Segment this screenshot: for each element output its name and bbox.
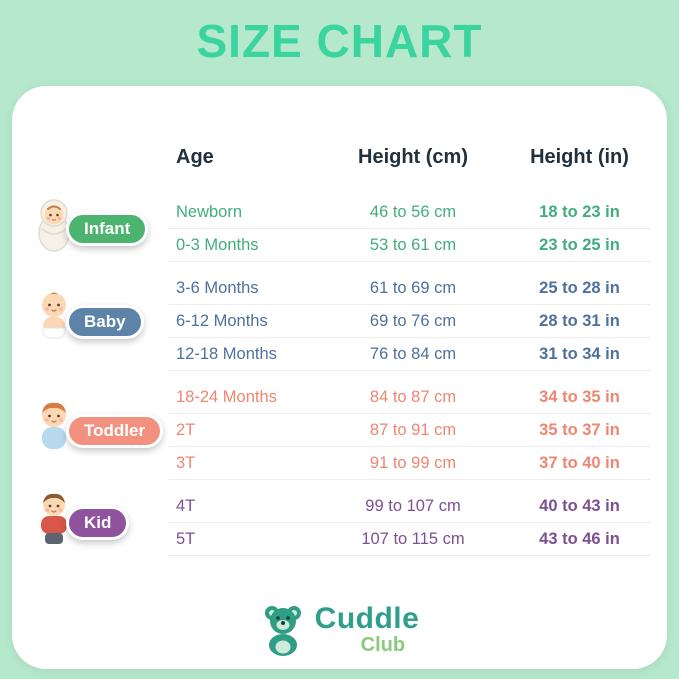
table-row: 12-18 Months 76 to 84 cm 31 to 34 in	[168, 338, 651, 371]
group-rows-toddler: 18-24 Months 84 to 87 cm 34 to 35 in 2T …	[168, 381, 651, 480]
height-in-cell: 35 to 37 in	[539, 420, 620, 439]
height-in-cell: 31 to 34 in	[539, 344, 620, 363]
table-row: Newborn 46 to 56 cm 18 to 23 in	[168, 196, 651, 229]
height-cm-cell: 84 to 87 cm	[369, 387, 457, 406]
age-cell: 3-6 Months	[176, 278, 259, 297]
age-cell: 2T	[176, 420, 196, 439]
age-cell: 12-18 Months	[176, 344, 277, 363]
height-in-cell: 43 to 46 in	[539, 529, 620, 548]
group-rows-infant: Newborn 46 to 56 cm 18 to 23 in 0-3 Mont…	[168, 196, 651, 262]
height-in-cell: 25 to 28 in	[539, 278, 620, 297]
kid-illustration	[41, 493, 67, 544]
height-in-cell: 28 to 31 in	[539, 311, 620, 330]
height-cm-cell: 87 to 91 cm	[369, 420, 457, 439]
age-cell: 18-24 Months	[176, 387, 277, 406]
height-in-cell: 40 to 43 in	[539, 496, 620, 515]
table-row: 2T 87 to 91 cm 35 to 37 in	[168, 414, 651, 447]
category-badge-baby: Baby	[66, 304, 144, 339]
height-cm-cell: 53 to 61 cm	[369, 235, 457, 254]
category-kid: Kid	[28, 493, 168, 551]
age-cell: 6-12 Months	[176, 311, 268, 330]
table-row: 3T 91 to 99 cm 37 to 40 in	[168, 447, 651, 480]
column-header-height-cm: Height (cm)	[358, 146, 468, 168]
brand-name: Cuddle	[314, 602, 420, 635]
brand-logo: Cuddle Club	[12, 602, 667, 657]
size-chart-table: Age Height (cm) Height (in)	[28, 146, 651, 566]
group-rows-kid: 4T 99 to 107 cm 40 to 43 in 5T 107 to 11…	[168, 490, 651, 556]
brand-subname: Club	[360, 634, 406, 656]
age-cell: 5T	[176, 529, 196, 548]
column-header-height-in: Height (in)	[530, 146, 629, 168]
category-infant: Infant	[28, 199, 168, 257]
category-badge-infant: Infant	[66, 212, 149, 246]
height-cm-cell: 99 to 107 cm	[365, 496, 461, 515]
table-row: 5T 107 to 115 cm 43 to 46 in	[168, 523, 651, 556]
height-cm-cell: 46 to 56 cm	[369, 202, 457, 221]
category-baby: Baby	[28, 292, 168, 350]
height-cm-cell: 69 to 76 cm	[369, 311, 457, 330]
height-in-cell: 37 to 40 in	[539, 453, 620, 472]
table-row: 3-6 Months 61 to 69 cm 25 to 28 in	[168, 272, 651, 305]
category-badge-toddler: Toddler	[66, 413, 164, 448]
column-header-age: Age	[176, 146, 214, 168]
table-header-row: Age Height (cm) Height (in)	[168, 146, 651, 176]
infant-illustration	[38, 199, 70, 252]
height-in-cell: 23 to 25 in	[539, 235, 620, 254]
size-group-baby: Baby 3-6 Months 61 to 69 cm 25 to 28 in …	[28, 272, 651, 371]
page-title: SIZE CHART	[196, 15, 483, 67]
size-group-infant: Infant Newborn 46 to 56 cm 18 to 23 in 0…	[28, 196, 651, 262]
toddler-illustration	[42, 402, 66, 449]
bear-icon	[264, 605, 301, 656]
height-cm-cell: 91 to 99 cm	[369, 453, 457, 472]
size-group-toddler: Toddler 18-24 Months 84 to 87 cm 34 to 3…	[28, 381, 651, 480]
group-rows-baby: 3-6 Months 61 to 69 cm 25 to 28 in 6-12 …	[168, 272, 651, 371]
height-in-cell: 18 to 23 in	[539, 202, 620, 221]
height-in-cell: 34 to 35 in	[539, 387, 620, 406]
category-toddler: Toddler	[28, 402, 168, 459]
category-badge-kid: Kid	[66, 506, 130, 540]
table-row: 6-12 Months 69 to 76 cm 28 to 31 in	[168, 305, 651, 338]
age-cell: Newborn	[176, 202, 243, 221]
height-cm-cell: 61 to 69 cm	[369, 278, 457, 297]
age-cell: 0-3 Months	[176, 235, 259, 254]
baby-illustration	[42, 292, 66, 338]
size-group-kid: Kid 4T 99 to 107 cm 40 to 43 in 5T 107 t…	[28, 490, 651, 556]
height-cm-cell: 107 to 115 cm	[361, 529, 465, 548]
age-cell: 4T	[176, 496, 196, 515]
table-row: 18-24 Months 84 to 87 cm 34 to 35 in	[168, 381, 651, 414]
table-row: 4T 99 to 107 cm 40 to 43 in	[168, 490, 651, 523]
height-cm-cell: 76 to 84 cm	[369, 344, 457, 363]
age-cell: 3T	[176, 453, 196, 472]
size-chart-card: Age Height (cm) Height (in)	[12, 86, 667, 669]
table-row: 0-3 Months 53 to 61 cm 23 to 25 in	[168, 229, 651, 262]
brand-text: Cuddle Club	[315, 602, 420, 657]
